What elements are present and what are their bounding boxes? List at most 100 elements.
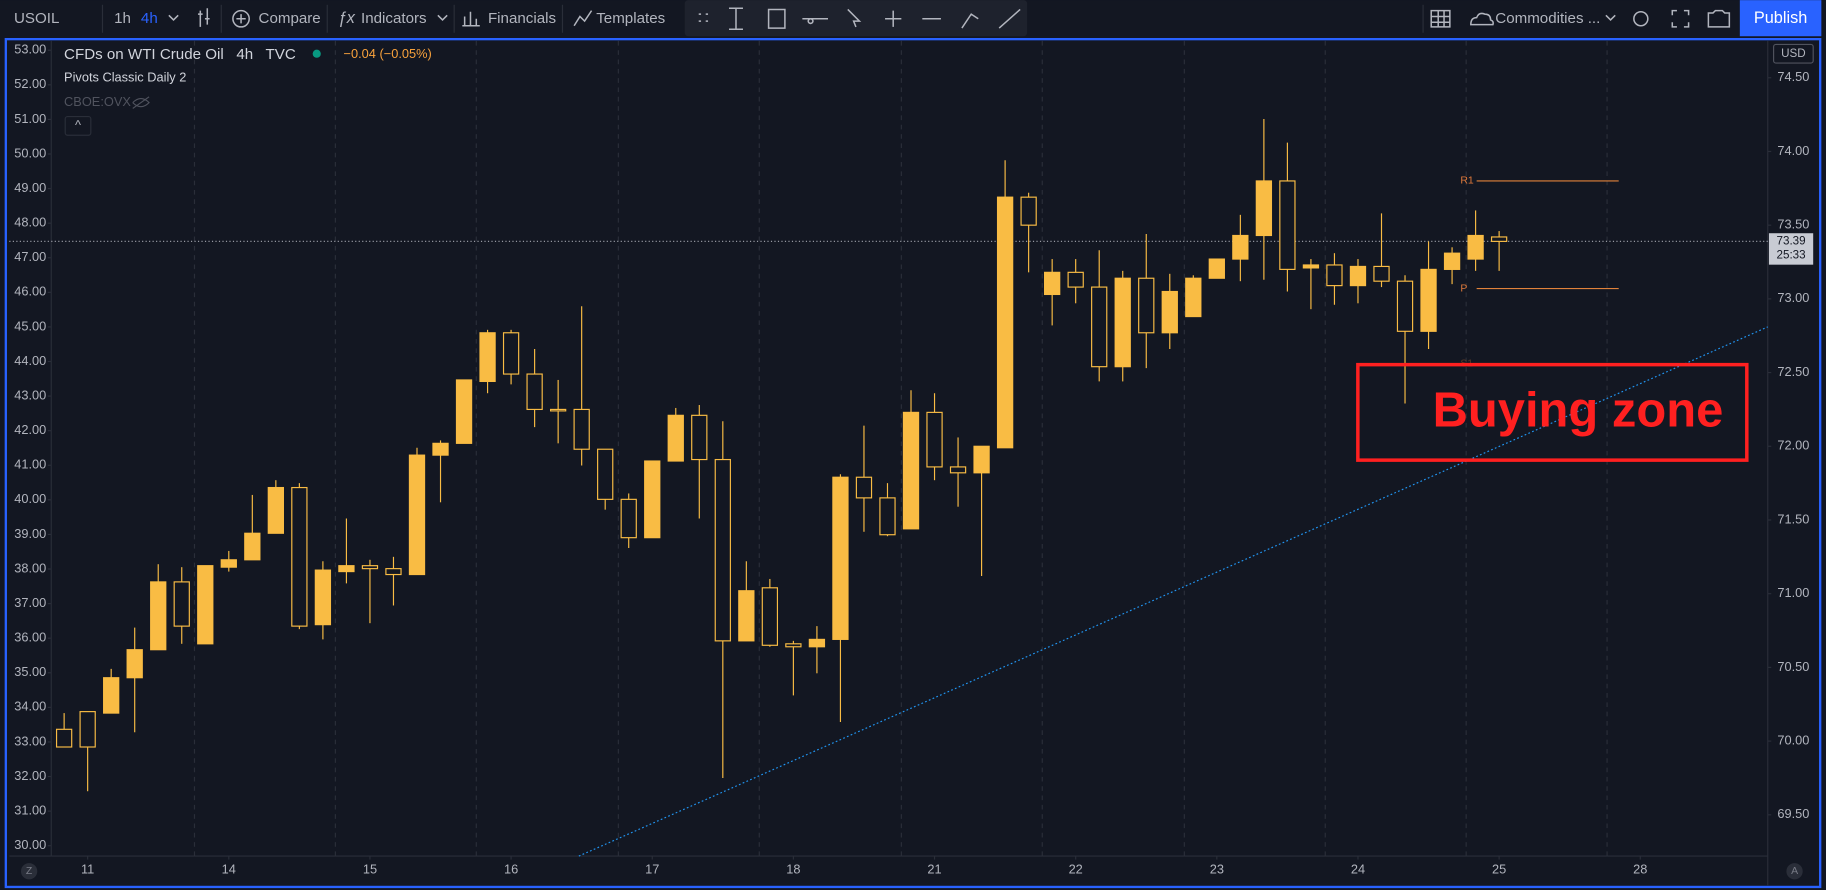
candle-body	[173, 581, 190, 627]
candle-body	[267, 486, 285, 534]
publish-button[interactable]	[1739, 0, 1822, 37]
candle-body	[220, 559, 237, 568]
layout-icon[interactable]	[1430, 9, 1451, 28]
countdown-label: 25:33	[1777, 248, 1806, 261]
candle-body	[1020, 196, 1037, 226]
y-tick-label: 71.50	[1777, 511, 1809, 526]
candle-body	[1161, 290, 1178, 334]
candle-body	[197, 565, 214, 645]
candle-body	[973, 445, 990, 474]
active-frame	[4, 37, 1822, 889]
pivot-label: R1	[1460, 176, 1474, 187]
chevron[interactable]	[1605, 14, 1616, 22]
overlay-symbol[interactable]: CBOE:OVX	[64, 94, 131, 109]
settings-icon[interactable]	[1633, 11, 1649, 27]
y2-tick-label: 37.00	[14, 595, 46, 610]
y-tick-label: 74.00	[1777, 143, 1809, 158]
fullscreen-icon[interactable]	[1671, 9, 1690, 28]
y2-tick-label: 52.00	[14, 76, 46, 91]
y-tick-label: 71.00	[1777, 585, 1809, 600]
candle-body	[55, 728, 73, 748]
y2-tick-label: 43.00	[14, 387, 46, 402]
collapse-icon[interactable]: ^	[75, 117, 81, 132]
axis-button-label[interactable]: Z	[26, 866, 33, 877]
indicators-button[interactable]: Indicators	[361, 10, 427, 27]
y2-tick-label: 48.00	[14, 215, 46, 230]
candle-body	[244, 532, 261, 561]
interval-label: 4h	[236, 46, 253, 63]
compare-icon[interactable]	[232, 9, 250, 28]
y-tick-label: 72.50	[1777, 364, 1809, 379]
hidden-icon[interactable]	[132, 96, 150, 109]
currency-label[interactable]: USD	[1781, 47, 1806, 60]
candle-body	[1185, 277, 1202, 318]
y2-tick-label: 51.00	[14, 111, 46, 126]
candle-body	[1067, 271, 1084, 288]
y-tick-label: 69.50	[1777, 806, 1809, 821]
templates-icon[interactable]	[573, 10, 593, 27]
candle-body	[1490, 236, 1508, 242]
collapse-button[interactable]	[64, 116, 92, 136]
candle-body	[1302, 264, 1320, 269]
drawing-tools[interactable]	[698, 7, 1021, 31]
candle-body	[385, 568, 402, 576]
screenshot-icon[interactable]	[1707, 9, 1731, 28]
chevron[interactable]	[437, 14, 448, 22]
currency-button[interactable]	[1773, 43, 1814, 64]
watchlist-button[interactable]: Commodities ...	[1495, 10, 1600, 27]
candle-body	[150, 581, 167, 651]
axis-button[interactable]	[20, 863, 38, 880]
candle-body	[1420, 268, 1437, 332]
candle-body	[855, 476, 873, 499]
chart-title: CFDs on WTI Crude Oil	[64, 46, 224, 63]
compare-button[interactable]: Compare	[259, 10, 321, 27]
candle-body	[714, 458, 731, 642]
axis-button-label[interactable]: A	[1791, 866, 1798, 877]
compare-icon[interactable]	[236, 14, 246, 24]
candle-body	[1138, 277, 1155, 334]
x-tick-label: 28	[1633, 861, 1647, 876]
financials-button[interactable]: Financials	[488, 10, 557, 27]
interval-active[interactable]: 4h	[141, 10, 158, 27]
y2-tick-label: 41.00	[14, 457, 46, 472]
candle-body	[79, 711, 96, 748]
candle-body	[949, 466, 967, 474]
publish-label[interactable]: Publish	[1754, 9, 1807, 27]
candle-body	[549, 408, 567, 412]
y-tick-label: 74.50	[1777, 69, 1809, 84]
financials-icon[interactable]	[462, 11, 480, 27]
indicator-label[interactable]: Pivots Classic Daily 2	[64, 70, 186, 85]
symbol[interactable]: USOIL	[14, 10, 59, 27]
y-tick-label: 70.50	[1777, 659, 1809, 674]
cloud-icon[interactable]	[1470, 12, 1494, 26]
candle-body	[620, 498, 637, 539]
candle-body	[597, 448, 614, 500]
candle-body	[926, 411, 943, 468]
pivot-label: P	[1460, 283, 1467, 294]
chevron[interactable]	[168, 14, 179, 22]
x-tick-label: 22	[1069, 861, 1083, 876]
toolbar: USOIL 1h 4h Compare ƒx Indicators Financ…	[14, 0, 1822, 37]
candle-body	[291, 486, 308, 627]
y2-tick-label: 32.00	[14, 768, 46, 783]
axis-button[interactable]	[1786, 863, 1803, 880]
candle-body	[455, 379, 473, 444]
y2-tick-label: 46.00	[14, 284, 46, 299]
candle-body	[103, 677, 120, 714]
y-tick-label: 70.00	[1777, 732, 1809, 747]
candle-body	[502, 332, 520, 375]
y2-tick-label: 40.00	[14, 491, 46, 506]
chart-type-icon[interactable]	[197, 8, 210, 27]
y2-tick-label: 45.00	[14, 318, 46, 333]
candle-body	[785, 643, 802, 648]
last-price-label: 73.39	[1777, 234, 1806, 247]
candle-body	[738, 590, 755, 642]
x-tick-label: 23	[1210, 861, 1224, 876]
fx-icon[interactable]: ƒx	[338, 9, 356, 27]
x-tick-label: 14	[222, 861, 236, 876]
templates-button[interactable]: Templates	[596, 10, 665, 27]
y2-tick-label: 30.00	[14, 837, 46, 852]
interval[interactable]: 1h	[114, 10, 131, 27]
price-change: −0.04 (−0.05%)	[344, 46, 432, 61]
candle-body	[691, 414, 708, 461]
